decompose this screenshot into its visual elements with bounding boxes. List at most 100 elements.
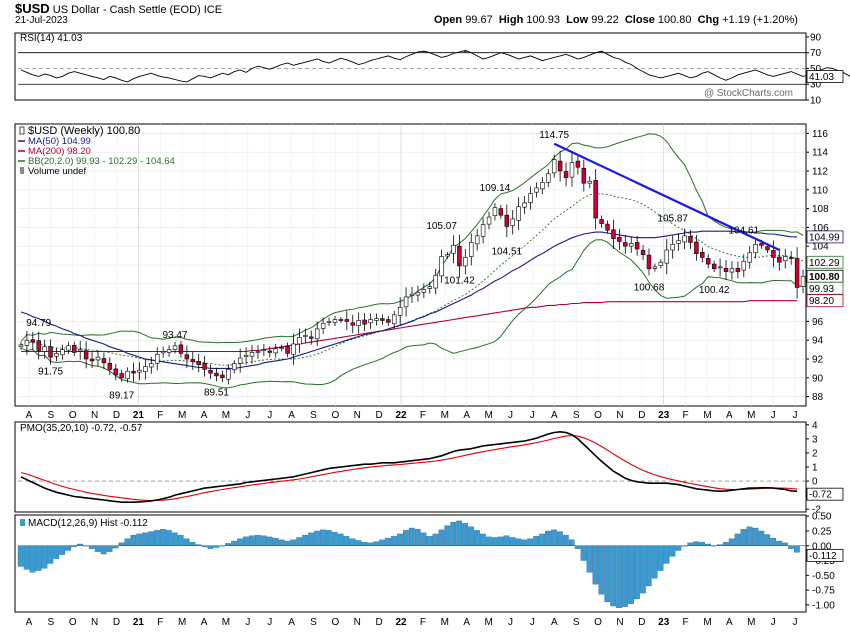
- candle-body: [60, 349, 65, 356]
- candle-body: [522, 202, 527, 208]
- candle-body: [54, 353, 59, 357]
- macd-hist-bar: [515, 538, 522, 546]
- macd-x-label: M: [178, 617, 186, 628]
- candle-body: [380, 318, 385, 321]
- price-x-label: O: [594, 410, 602, 421]
- candle-body: [226, 369, 231, 380]
- macd-x-label: A: [726, 617, 733, 628]
- pmo-line: [20, 430, 798, 504]
- symbol-label: $USD: [15, 1, 50, 16]
- macd-hist-bar: [391, 536, 397, 546]
- candle-body: [777, 256, 782, 263]
- macd-hist-bar: [752, 527, 759, 546]
- macd-x-label: J: [771, 617, 776, 628]
- macd-hist-bar: [408, 527, 415, 546]
- pmo-current-label-box: [806, 487, 844, 501]
- macd-hist-bar: [325, 530, 332, 546]
- price-right-tag-box: [806, 294, 844, 308]
- macd-hist-bar: [734, 533, 741, 546]
- ma200-line: [21, 300, 798, 353]
- price-x-label: O: [69, 410, 77, 421]
- candle-body: [309, 336, 314, 339]
- price-annotation: 91.75: [38, 366, 63, 377]
- macd-x-label: S: [310, 617, 317, 628]
- macd-hist-bar: [23, 545, 30, 570]
- macd-current-label-box: [806, 548, 844, 562]
- rsi-tick-label: 90: [810, 32, 822, 43]
- macd-hist-bar: [29, 545, 36, 573]
- chart-date: 21-Jul-2023: [15, 15, 68, 26]
- price-x-label: M: [441, 410, 449, 421]
- candle-body: [469, 242, 474, 257]
- macd-hist-bar: [521, 539, 528, 546]
- rsi-current-label-box: [806, 70, 844, 83]
- high-label: High: [498, 14, 524, 26]
- macd-tick-label: -0.75: [812, 586, 835, 597]
- candle-body: [771, 250, 776, 258]
- candle-body: [178, 344, 184, 354]
- macd-hist-bar: [189, 542, 196, 546]
- price-right-tag-box: [806, 281, 844, 295]
- close-value: 100.80: [657, 14, 692, 26]
- macd-x-label: O: [594, 617, 602, 628]
- price-right-tag-box: [806, 255, 844, 269]
- macd-hist-bar: [308, 532, 314, 546]
- macd-hist-bar: [47, 545, 54, 564]
- macd-x-label: M: [484, 617, 492, 628]
- price-x-label: M: [222, 410, 230, 421]
- high-value: 100.93: [526, 14, 561, 26]
- macd-hist-bar: [130, 534, 137, 546]
- candle-body: [273, 348, 278, 354]
- candle-body: [694, 241, 699, 255]
- pmo-tick-label: 3: [812, 434, 818, 445]
- macd-x-label: A: [26, 617, 33, 628]
- ohlc-summary: Open 99.67 High 100.93 Low 99.22 Close 1…: [434, 14, 798, 26]
- macd-hist-bar: [509, 537, 516, 546]
- price-x-label: S: [47, 410, 54, 421]
- macd-hist-bar: [699, 542, 705, 546]
- macd-hist-bar: [604, 545, 611, 603]
- macd-hist-bar: [278, 539, 285, 546]
- candle-body: [72, 345, 77, 353]
- open-label: Open: [434, 14, 463, 26]
- macd-hist-bar: [533, 536, 540, 546]
- macd-hist-bar: [634, 545, 640, 600]
- macd-hist-bar: [112, 545, 119, 549]
- macd-x-label: J: [508, 617, 513, 628]
- candle-body: [421, 289, 427, 293]
- price-right-tag-box: [806, 230, 844, 244]
- macd-x-label: N: [354, 617, 361, 628]
- candle-body: [433, 275, 438, 289]
- candle-body: [747, 252, 752, 263]
- price-x-label: N: [91, 410, 98, 421]
- price-legend-entry: BB(20,2.0) 99.93 - 102.29 - 104.64: [28, 156, 175, 167]
- macd-hist-bar: [349, 538, 356, 546]
- candle-body: [551, 159, 557, 174]
- macd-hist-bar: [355, 540, 362, 546]
- macd-hist-bar: [580, 545, 587, 561]
- candle-body: [166, 349, 172, 353]
- price-annotation: 100.42: [699, 285, 730, 296]
- candle-body: [652, 266, 658, 269]
- ma50-line: [20, 230, 798, 369]
- candle-body: [374, 318, 379, 321]
- rsi-current-label: 41.03: [809, 72, 834, 83]
- macd-tick-label: 0.00: [812, 541, 832, 552]
- price-x-label: M: [484, 410, 492, 421]
- macd-hist-bar: [432, 533, 439, 546]
- candle-body: [783, 256, 788, 262]
- macd-hist-bar: [491, 537, 498, 546]
- macd-hist-bar: [574, 545, 581, 549]
- macd-hist-bar: [373, 541, 380, 546]
- price-x-label: M: [178, 410, 186, 421]
- price-x-label: F: [683, 410, 689, 421]
- macd-hist-bar: [788, 545, 794, 549]
- macd-hist-bar: [88, 545, 95, 549]
- candle-body: [605, 223, 610, 231]
- candle-body: [101, 358, 107, 364]
- macd-x-label: J: [530, 617, 535, 628]
- candle-body: [534, 187, 539, 193]
- macd-hist-bar: [610, 545, 617, 607]
- macd-x-label: M: [441, 617, 449, 628]
